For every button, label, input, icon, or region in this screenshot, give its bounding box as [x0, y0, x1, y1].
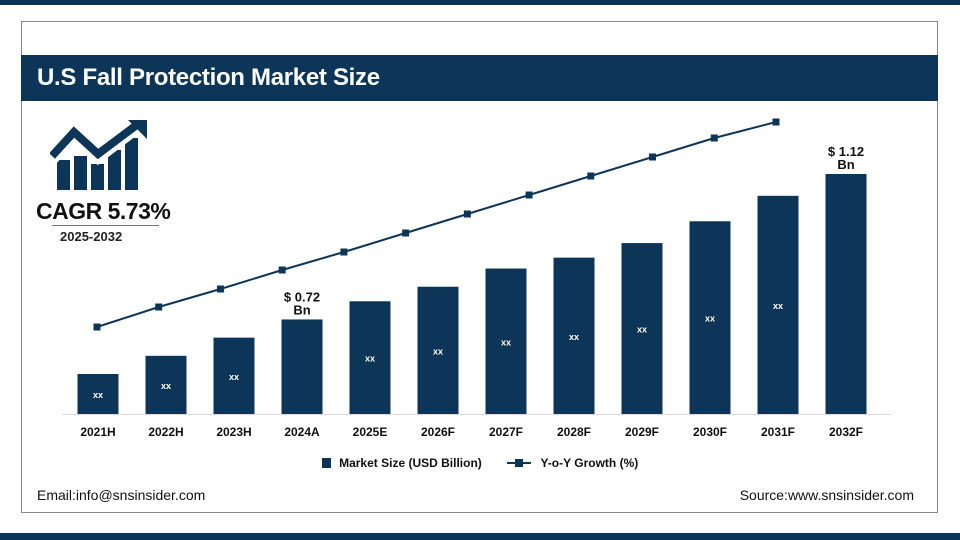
bar-2021H — [77, 374, 119, 414]
growth-point-2024A — [278, 266, 286, 274]
chart-legend: Market Size (USD Billion) Y-o-Y Growth (… — [0, 455, 960, 470]
bar-2026F — [417, 286, 459, 414]
growth-point-2029F — [587, 172, 595, 180]
legend-bar-swatch — [321, 457, 331, 468]
growth-point-2027F — [463, 210, 471, 218]
x-tick-label: 2030F — [693, 425, 727, 439]
cagr-period: 2025-2032 — [60, 229, 123, 244]
x-tick-label: 2029F — [625, 425, 659, 439]
bar-2027F — [485, 268, 527, 414]
cagr-divider — [52, 225, 159, 226]
bar-label: xx — [365, 354, 375, 364]
bar-label: xx — [569, 332, 579, 342]
bar-2023H — [213, 337, 255, 414]
growth-point-2032F — [772, 118, 780, 126]
cagr-value: CAGR 5.73% — [36, 198, 171, 224]
callout-value: $ 0.72 — [284, 289, 320, 304]
x-tick-label: 2032F — [829, 425, 863, 439]
bar-2029F — [621, 243, 663, 414]
bar-2024A — [281, 319, 323, 414]
x-tick-label: 2024A — [284, 425, 320, 439]
callout-value: $ 1.12 — [828, 144, 864, 159]
bar-2025E — [349, 301, 391, 414]
x-tick-label: 2025E — [353, 425, 388, 439]
growth-point-2023H — [216, 285, 224, 293]
bar-label: xx — [433, 346, 443, 356]
x-tick-label: 2023H — [216, 425, 251, 439]
bar-2032F — [825, 174, 867, 414]
bar-label: xx — [229, 372, 239, 382]
footer-source[interactable]: Source:www.snsinsider.com — [739, 487, 914, 503]
bar-2028F — [553, 257, 595, 414]
growth-chart-arrow-icon — [50, 120, 147, 190]
page-title: U.S Fall Protection Market Size — [37, 64, 380, 91]
bar-label: xx — [93, 390, 103, 400]
x-tick-label: 2022H — [148, 425, 183, 439]
bar-2031F — [757, 195, 799, 414]
title-bar — [21, 55, 938, 101]
growth-point-2031F — [710, 134, 718, 142]
callout-unit: Bn — [293, 302, 310, 317]
card-frame — [21, 21, 938, 513]
x-tick-label: 2026F — [421, 425, 455, 439]
growth-point-2030F — [649, 153, 657, 161]
growth-point-2026F — [402, 229, 410, 237]
callout-unit: Bn — [837, 157, 854, 172]
bottom-border — [0, 533, 960, 540]
x-tick-label: 2028F — [557, 425, 591, 439]
bar-label: xx — [501, 337, 511, 347]
x-tick-label: 2021H — [80, 425, 115, 439]
bar-label: xx — [705, 314, 715, 324]
footer-email[interactable]: Email:info@snsinsider.com — [37, 487, 206, 503]
bar-label: xx — [161, 381, 171, 391]
bar-label: xx — [637, 325, 647, 335]
bar-2022H — [145, 355, 187, 414]
legend-line-label: Y-o-Y Growth (%) — [540, 455, 639, 470]
growth-point-2028F — [525, 191, 533, 199]
growth-point-2022H — [155, 303, 163, 311]
growth-line — [96, 121, 777, 328]
x-tick-label: 2027F — [489, 425, 523, 439]
growth-point-2021H — [93, 323, 101, 331]
legend-line-swatch — [507, 458, 532, 468]
top-border — [0, 0, 960, 5]
growth-point-2025E — [340, 248, 348, 256]
bar-label: xx — [773, 301, 783, 311]
market-size-chart: xx 2021H xx 2022H xx 2023H 2024A xx 2025E xx 2026F… — [62, 118, 892, 439]
x-tick-label: 2031F — [761, 425, 795, 439]
bar-2030F — [689, 221, 731, 414]
legend-bar-label: Market Size (USD Billion) — [339, 455, 482, 470]
